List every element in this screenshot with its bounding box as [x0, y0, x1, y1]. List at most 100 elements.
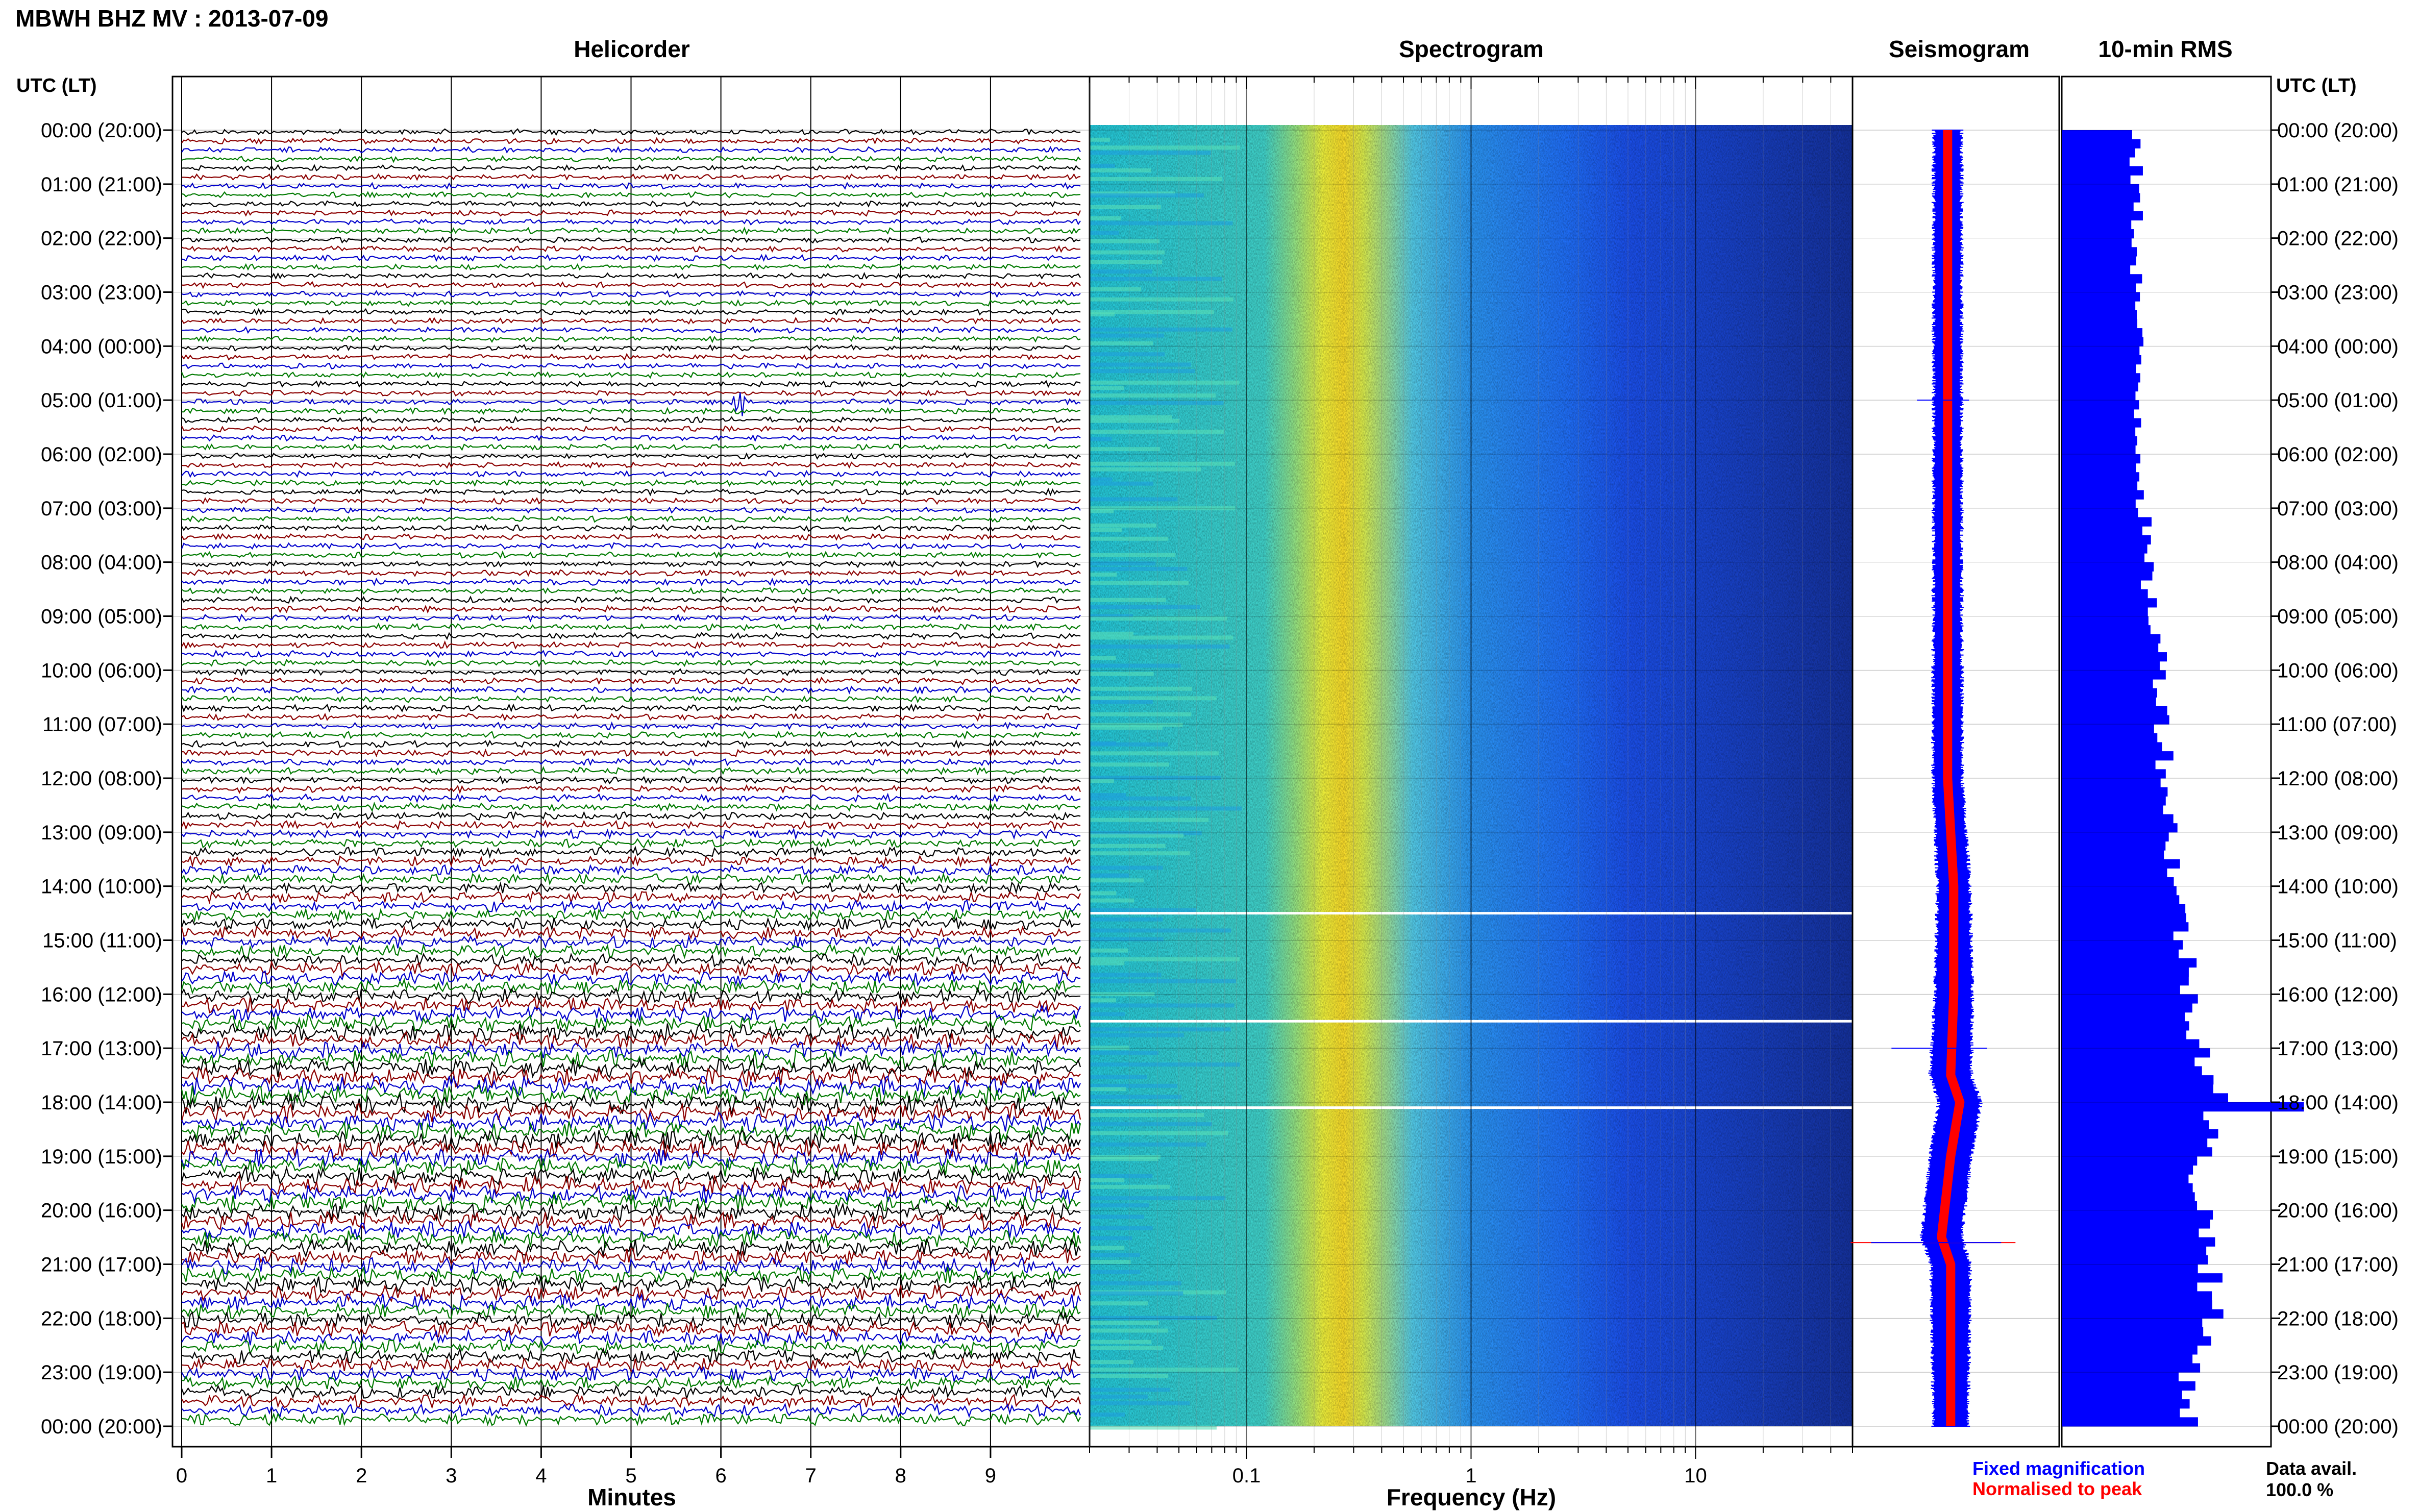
rms-bar	[2062, 202, 2134, 212]
helicorder-trace	[181, 1192, 1081, 1214]
helicorder-trace	[181, 837, 1081, 849]
helicorder-trace	[181, 1320, 1081, 1338]
rms-bar	[2062, 1327, 2204, 1337]
spectrogram-streak	[1090, 1226, 1153, 1230]
helicorder-trace	[181, 173, 1081, 181]
hour-label-left: 16:00 (12:00)	[41, 983, 162, 1006]
helicorder-trace	[182, 452, 1081, 460]
helicorder-trace	[181, 748, 1081, 758]
spectrogram-streak	[1090, 380, 1240, 385]
helicorder-trace	[181, 677, 1081, 685]
rms-bar	[2062, 1417, 2198, 1427]
rms-bar	[2062, 391, 2136, 401]
spectrogram-streak	[1090, 418, 1180, 423]
rms-bar	[2062, 427, 2136, 437]
helicorder-trace	[181, 1402, 1081, 1418]
rms-bar	[2062, 553, 2145, 563]
rms-bar	[2062, 949, 2179, 959]
rms-bar	[2062, 490, 2144, 500]
rms-bar	[2062, 697, 2156, 707]
hour-label-right: 05:00 (01:00)	[2277, 389, 2399, 412]
helicorder-trace	[181, 757, 1081, 766]
rms-bar	[2062, 751, 2174, 761]
rms-bar	[2062, 670, 2166, 680]
spectrogram-streak	[1090, 957, 1240, 961]
helicorder-trace	[181, 613, 1081, 623]
rms-bar	[2062, 526, 2142, 536]
helicorder-trace	[181, 443, 1081, 451]
rms-bar	[2062, 517, 2152, 527]
helicorder-trace	[181, 1075, 1081, 1098]
spectrogram-streak	[1090, 437, 1112, 441]
rms-bar	[2062, 1300, 2212, 1310]
spectrogram-streak	[1090, 163, 1115, 168]
rms-bar	[2062, 337, 2143, 346]
spectrogram-streak	[1090, 917, 1163, 922]
rms-title: 10-min RMS	[2098, 36, 2232, 62]
spectrogram-streak	[1090, 401, 1224, 405]
spectrogram-streak	[1090, 605, 1200, 609]
helicorder-trace	[181, 155, 1081, 163]
spectrogram-streak	[1090, 1394, 1148, 1399]
helicorder-trace	[181, 569, 1081, 577]
spectrogram-streak	[1090, 341, 1153, 345]
rms-bar	[2062, 1255, 2208, 1265]
rms-bar	[2062, 364, 2136, 374]
helicorder-trace	[181, 380, 1081, 388]
rms-bar	[2062, 1030, 2187, 1040]
spectrogram-streak	[1090, 1425, 1217, 1430]
helicorder-trace	[181, 461, 1081, 469]
helicorder-trace	[181, 1067, 1081, 1088]
helicorder-trace	[181, 820, 1081, 831]
helicorder-trace	[182, 209, 1081, 217]
spectrogram-streak	[1090, 481, 1153, 486]
spectrogram-streak	[1090, 566, 1188, 571]
hour-label-left: 12:00 (08:00)	[41, 767, 162, 790]
rms-bar	[2062, 346, 2140, 356]
rms-bar	[2062, 814, 2174, 824]
rms-bar	[2062, 283, 2136, 293]
spectrogram-streak	[1090, 1401, 1190, 1406]
spectrogram-streak	[1090, 1214, 1144, 1219]
helicorder-trace	[181, 811, 1081, 821]
hour-label-right: 00:00 (20:00)	[2277, 119, 2399, 142]
spectrogram-streak	[1090, 891, 1117, 896]
rms-bar	[2062, 265, 2131, 275]
spectrogram-streak	[1090, 865, 1163, 870]
spectrogram-streak	[1090, 635, 1233, 640]
helicorder-trace	[181, 960, 1081, 978]
spectrogram-streak	[1090, 937, 1164, 941]
rms-bar	[2062, 1390, 2182, 1400]
helicorder-trace	[181, 694, 1081, 704]
rms-bar	[2062, 832, 2169, 842]
helicorder-trace	[181, 182, 1081, 190]
helicorder-trace	[181, 658, 1081, 667]
helicorder-trace	[181, 1148, 1081, 1169]
rms-bar	[2062, 769, 2166, 779]
rms-bar	[2062, 1012, 2185, 1022]
helicorder-trace	[181, 128, 1081, 136]
hour-label-right: 01:00 (21:00)	[2277, 173, 2399, 196]
spectrogram-streak	[1090, 1003, 1235, 1008]
rms-bar	[2062, 796, 2166, 806]
rms-bar	[2062, 706, 2167, 716]
spectrogram-title: Spectrogram	[1399, 36, 1544, 62]
spectrogram-streak	[1090, 151, 1211, 155]
spectrogram-streak	[1090, 177, 1222, 181]
spectrogram-streak	[1090, 979, 1237, 983]
helicorder-trace	[181, 227, 1081, 235]
rms-bar	[2062, 1408, 2180, 1418]
spectrogram-streak	[1090, 779, 1114, 783]
spectrogram-streak	[1090, 1062, 1240, 1067]
hour-label-right: 04:00 (00:00)	[2277, 335, 2399, 358]
spectrogram-streak	[1090, 961, 1125, 965]
rms-bar	[2062, 481, 2138, 491]
rms-bar	[2062, 805, 2163, 815]
data-availability-value: 100.0 %	[2266, 1479, 2333, 1500]
helicorder-trace	[181, 623, 1081, 631]
helicorder-trace	[181, 146, 1081, 154]
helicorder-trace	[181, 434, 1081, 442]
rms-bar	[2062, 148, 2135, 158]
helicorder-trace	[181, 1411, 1081, 1427]
helicorder-trace	[181, 1210, 1081, 1231]
